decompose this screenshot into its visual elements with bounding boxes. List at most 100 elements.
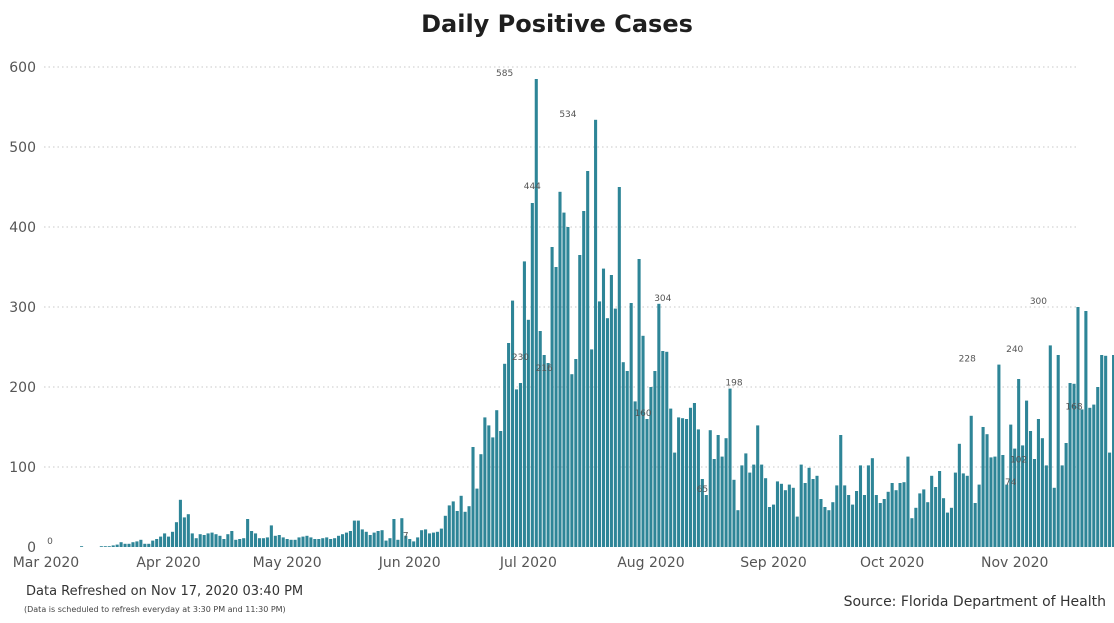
bar[interactable] <box>736 510 740 547</box>
bar[interactable] <box>265 537 269 547</box>
bar[interactable] <box>439 528 443 547</box>
bar[interactable] <box>178 499 182 547</box>
bar[interactable] <box>467 506 471 547</box>
bar[interactable] <box>815 475 819 547</box>
bar[interactable] <box>768 507 772 547</box>
bar[interactable] <box>902 482 906 547</box>
bar[interactable] <box>870 458 874 547</box>
bar[interactable] <box>119 542 123 547</box>
bar[interactable] <box>945 512 950 547</box>
bar[interactable] <box>538 331 542 547</box>
bar[interactable] <box>878 503 882 547</box>
bar[interactable] <box>396 539 400 547</box>
bar[interactable] <box>499 431 503 547</box>
bar[interactable] <box>949 507 953 547</box>
bar[interactable] <box>775 481 780 547</box>
bar[interactable] <box>329 539 333 547</box>
bar[interactable] <box>514 389 519 547</box>
bar[interactable] <box>218 535 222 547</box>
bar[interactable] <box>665 351 669 547</box>
bar[interactable] <box>451 501 455 547</box>
bar[interactable] <box>269 525 273 547</box>
bar[interactable] <box>930 475 934 547</box>
bar[interactable] <box>202 535 206 547</box>
bar[interactable] <box>1028 431 1033 547</box>
bar[interactable] <box>155 539 159 547</box>
bar[interactable] <box>151 540 155 547</box>
bar[interactable] <box>313 539 317 547</box>
bar[interactable] <box>507 343 511 547</box>
bar[interactable] <box>305 535 309 547</box>
bar[interactable] <box>621 362 625 547</box>
bar[interactable] <box>941 498 946 547</box>
bar[interactable] <box>333 538 337 547</box>
bar[interactable] <box>186 514 190 547</box>
bar[interactable] <box>847 495 851 547</box>
bar[interactable] <box>230 531 234 547</box>
bar[interactable] <box>364 531 368 547</box>
bars[interactable] <box>80 79 1114 548</box>
bar[interactable] <box>234 539 238 547</box>
bar[interactable] <box>471 447 475 547</box>
bar[interactable] <box>242 538 246 547</box>
bar[interactable] <box>1001 455 1005 547</box>
bar[interactable] <box>1104 355 1108 547</box>
bar[interactable] <box>1088 407 1092 547</box>
bar[interactable] <box>740 465 744 547</box>
bar[interactable] <box>625 371 629 547</box>
bar[interactable] <box>250 531 254 547</box>
bar[interactable] <box>222 539 226 547</box>
bar[interactable] <box>427 533 432 547</box>
bar[interactable] <box>906 456 910 547</box>
bar[interactable] <box>443 515 447 547</box>
bar[interactable] <box>281 537 285 547</box>
bar[interactable] <box>649 387 653 547</box>
bar[interactable] <box>526 319 530 547</box>
bar[interactable] <box>566 227 570 547</box>
bar[interactable] <box>277 535 281 547</box>
bar[interactable] <box>293 539 297 547</box>
bar[interactable] <box>289 539 293 547</box>
bar[interactable] <box>823 507 827 547</box>
bar[interactable] <box>348 531 352 547</box>
bar[interactable] <box>989 457 993 547</box>
bar[interactable] <box>550 247 554 547</box>
bar[interactable] <box>273 535 277 547</box>
bar[interactable] <box>720 456 724 547</box>
bar[interactable] <box>167 536 171 547</box>
bar[interactable] <box>408 539 412 547</box>
bar[interactable] <box>851 504 855 547</box>
bar[interactable] <box>344 532 349 547</box>
bar[interactable] <box>487 425 491 547</box>
bar[interactable] <box>744 453 748 547</box>
bar[interactable] <box>633 401 637 547</box>
bar[interactable] <box>681 418 685 547</box>
bar[interactable] <box>103 546 107 547</box>
bar[interactable] <box>1100 355 1104 547</box>
bar[interactable] <box>127 543 131 547</box>
bar[interactable] <box>309 537 313 547</box>
bar[interactable] <box>261 538 265 547</box>
bar[interactable] <box>574 359 578 547</box>
bar[interactable] <box>914 507 918 547</box>
bar[interactable] <box>511 300 515 547</box>
bar[interactable] <box>182 517 186 547</box>
bar[interactable] <box>637 259 641 547</box>
bar[interactable] <box>997 364 1001 547</box>
bar[interactable] <box>388 538 392 547</box>
bar[interactable] <box>1108 452 1112 547</box>
bar[interactable] <box>609 275 613 547</box>
bar[interactable] <box>795 516 799 547</box>
bar[interactable] <box>356 520 360 547</box>
bar[interactable] <box>163 533 167 547</box>
bar[interactable] <box>340 534 345 547</box>
bar[interactable] <box>483 417 487 547</box>
bar[interactable] <box>910 518 914 547</box>
bar[interactable] <box>257 538 262 547</box>
bar[interactable] <box>107 546 111 547</box>
bar[interactable] <box>420 530 424 547</box>
bar[interactable] <box>459 495 463 547</box>
bar[interactable] <box>123 543 127 547</box>
bar[interactable] <box>431 532 436 547</box>
bar[interactable] <box>1017 379 1021 547</box>
